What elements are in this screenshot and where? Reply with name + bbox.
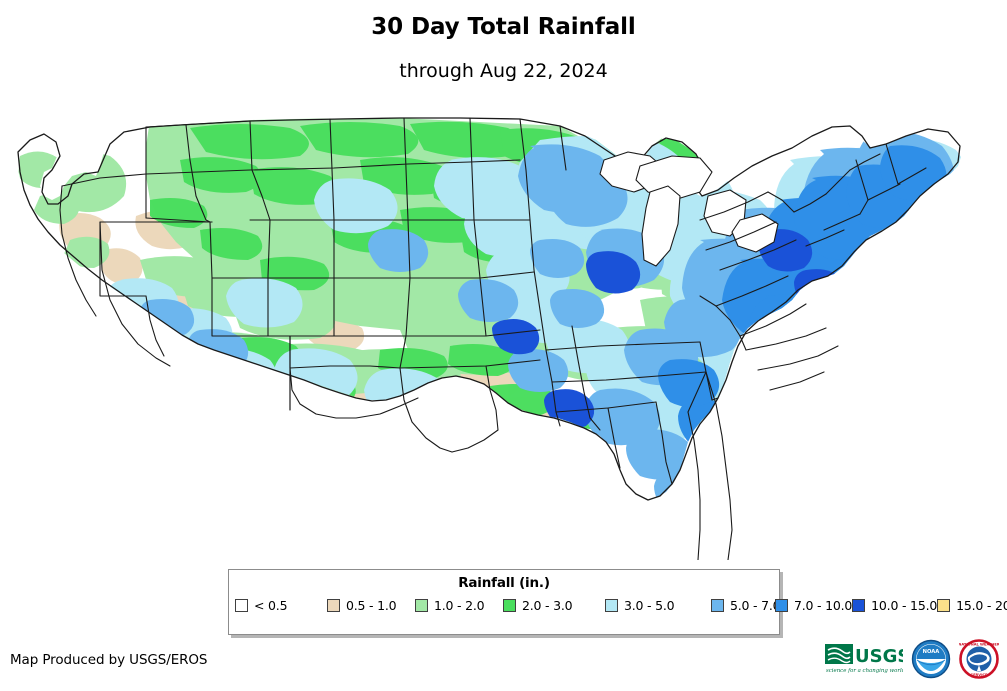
map-legend: Rainfall (in.) < 0.5 0.5 - 1.0 1.0 - 2.0… [228,569,1007,635]
conus-map-svg [17,117,962,560]
legend-swatch-icon [852,598,866,612]
noaa-logo: NOAA [911,639,951,679]
map-boundaries [17,117,961,560]
usgs-logo-text: USGS [855,646,903,667]
map-credit: Map Produced by USGS/EROS [10,652,208,668]
agency-logos: USGS science for a changing world NOAA N… [825,634,999,684]
legend-item-label: 3.0 - 5.0 [624,597,675,613]
legend-item-1-0-2-0: 1.0 - 2.0 [415,596,503,614]
legend-item-lt-0-5: < 0.5 [235,596,327,614]
band-20-to-25 [776,475,819,500]
legend-swatch-icon [415,598,428,612]
legend-swatch-icon [503,598,516,612]
legend-item-0-5-1-0: 0.5 - 1.0 [327,596,415,614]
legend-swatch-icon [711,598,724,612]
legend-item-label: 7.0 - 10.0 [794,597,853,613]
legend-item-label: < 0.5 [254,597,288,613]
legend-item-label: 5.0 - 7.0 [730,597,781,613]
nws-logo-subtext: SERVICE [970,673,988,677]
noaa-logo-text: NOAA [923,649,940,655]
rainfall-map [0,100,1007,560]
legend-item-label: 0.5 - 1.0 [346,597,397,613]
legend-swatch-icon [605,598,618,612]
legend-swatch-icon [775,598,788,612]
legend-title: Rainfall (in.) [458,575,550,591]
legend-item-2-0-3-0: 2.0 - 3.0 [503,596,605,614]
usgs-logo-tagline: science for a changing world [826,668,903,674]
legend-item-10-0-15-0: 10.0 - 15.0 [852,596,937,614]
legend-items: < 0.5 0.5 - 1.0 1.0 - 2.0 2.0 - 3.0 3.0 … [235,596,1007,614]
band-15-to-20 [737,439,866,500]
legend-item-label: 15.0 - 20.0 [956,597,1007,613]
map-rainfall-layer [18,118,962,500]
legend-swatch-icon [327,598,340,612]
page-title: 30 Day Total Rainfall [371,14,636,40]
legend-item-3-0-5-0: 3.0 - 5.0 [605,596,711,614]
legend-item-label: 2.0 - 3.0 [522,597,573,613]
legend-swatch-icon [235,598,248,612]
usgs-logo: USGS science for a changing world [825,644,903,674]
legend-item-label: 10.0 - 15.0 [871,597,938,613]
legend-item-5-0-7-0: 5.0 - 7.0 [711,596,781,614]
legend-swatch-icon [937,598,951,612]
nws-logo-text: NATIONAL WEATHER [959,643,999,647]
legend-item-15-0-20-0: 15.0 - 20.0 [937,596,1007,614]
legend-item-7-0-10-0: 7.0 - 10.0 [775,596,852,614]
page-subtitle: through Aug 22, 2024 [399,60,608,82]
nws-logo: NATIONAL WEATHER SERVICE [959,639,999,679]
legend-item-label: 1.0 - 2.0 [434,597,485,613]
